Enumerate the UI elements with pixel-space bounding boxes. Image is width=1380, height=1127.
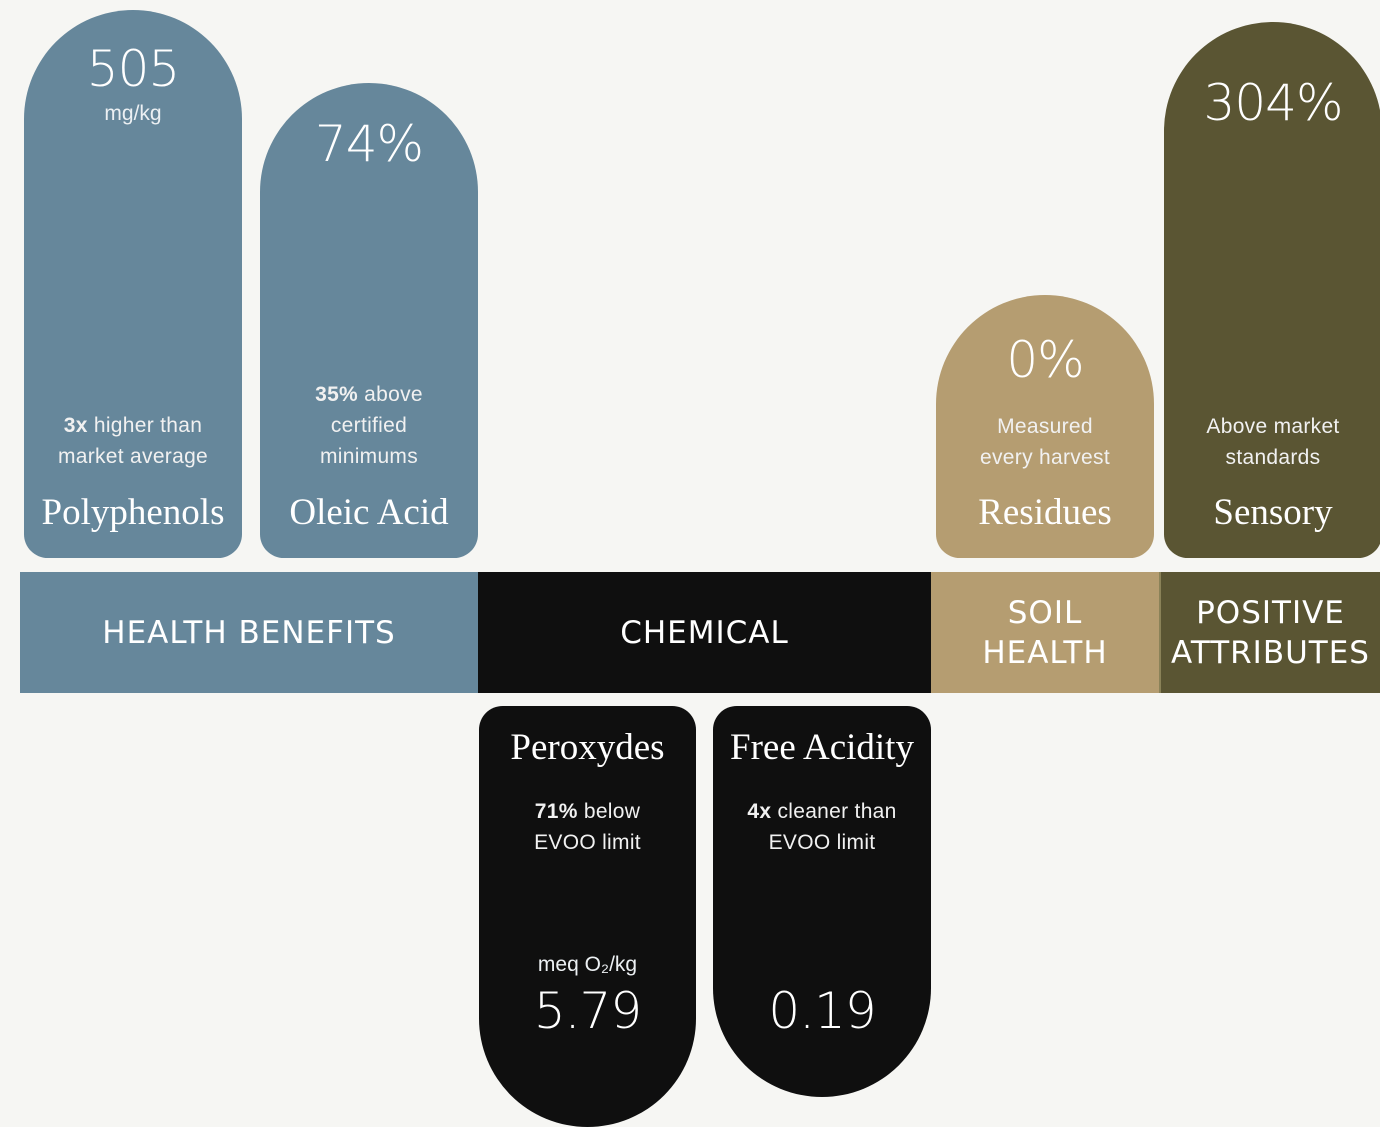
- residues-desc-line-1: Measured: [997, 415, 1093, 438]
- sensory-value: 304%: [1203, 74, 1344, 132]
- free-acidity-label: Free Acidity: [730, 727, 914, 768]
- polyphenols-label: Polyphenols: [41, 492, 225, 533]
- band-positive-attributes-line-1: POSITIVE: [1196, 594, 1345, 631]
- band-soil-health-line-1: SOIL: [1007, 594, 1083, 631]
- oleic-acid-desc-text: above: [358, 383, 423, 406]
- oleic-acid-label: Oleic Acid: [289, 492, 449, 533]
- polyphenols-value: 505: [86, 40, 180, 98]
- free-acidity-desc-highlight: 4x: [747, 800, 772, 823]
- band-soil-health-line-2: HEALTH: [982, 634, 1108, 671]
- peroxydes-card: Peroxydes 71% below EVOO limit meq O₂/kg…: [479, 706, 696, 1127]
- oleic-acid-card: 74% 35% above certified minimums Oleic A…: [260, 83, 478, 558]
- band-soil-health-label: SOIL HEALTH: [982, 593, 1107, 673]
- oleic-acid-desc-line-2: certified: [330, 414, 408, 437]
- oleic-acid-desc-line-3: minimums: [319, 445, 419, 468]
- free-acidity-card: Free Acidity 4x cleaner than EVOO limit …: [713, 706, 931, 1097]
- peroxydes-label: Peroxydes: [510, 727, 665, 768]
- residues-desc-line-2: every harvest: [980, 446, 1110, 469]
- polyphenols-card: 505 mg/kg 3x higher than market average …: [24, 10, 242, 558]
- sensory-label: Sensory: [1213, 492, 1333, 533]
- free-acidity-desc-line-2: EVOO limit: [768, 831, 876, 854]
- residues-description: Measured every harvest: [936, 411, 1154, 473]
- free-acidity-desc-text: cleaner than: [771, 800, 897, 823]
- band-health-benefits-label: HEALTH BENEFITS: [102, 614, 396, 651]
- polyphenols-description: 3x higher than market average: [24, 410, 242, 472]
- sensory-desc-line-1: Above market: [1206, 415, 1340, 438]
- oleic-acid-desc-highlight: 35%: [315, 383, 359, 406]
- peroxydes-desc-text: below: [577, 800, 641, 823]
- band-health-benefits: HEALTH BENEFITS: [20, 572, 478, 693]
- band-soil-health: SOIL HEALTH: [931, 572, 1159, 693]
- sensory-desc-line-2: standards: [1225, 446, 1321, 469]
- peroxydes-value: 5.79: [533, 982, 642, 1040]
- peroxydes-description: 71% below EVOO limit: [479, 796, 696, 858]
- oleic-acid-description: 35% above certified minimums: [260, 379, 478, 472]
- sensory-description: Above market standards: [1164, 411, 1380, 473]
- band-chemical-label: CHEMICAL: [620, 614, 789, 651]
- sensory-card: 304% Above market standards Sensory: [1164, 22, 1380, 558]
- oleic-acid-value: 74%: [314, 115, 424, 173]
- polyphenols-unit: mg/kg: [104, 102, 162, 125]
- polyphenols-desc-highlight: 3x: [63, 414, 88, 437]
- band-positive-attributes-line-2: ATTRIBUTES: [1171, 634, 1370, 671]
- band-positive-attributes: POSITIVE ATTRIBUTES: [1159, 572, 1380, 693]
- peroxydes-desc-line-2: EVOO limit: [534, 831, 641, 854]
- free-acidity-description: 4x cleaner than EVOO limit: [713, 796, 931, 858]
- polyphenols-desc-line-2: market average: [57, 445, 209, 468]
- residues-card: 0% Measured every harvest Residues: [936, 295, 1154, 558]
- free-acidity-value: 0.19: [768, 982, 876, 1040]
- residues-label: Residues: [978, 492, 1112, 533]
- band-chemical: CHEMICAL: [478, 572, 931, 693]
- polyphenols-desc-text: higher than: [87, 414, 203, 437]
- peroxydes-desc-highlight: 71%: [534, 800, 578, 823]
- band-positive-attributes-label: POSITIVE ATTRIBUTES: [1171, 593, 1370, 673]
- peroxydes-unit: meq O₂/kg: [537, 953, 638, 976]
- residues-value: 0%: [1006, 331, 1084, 389]
